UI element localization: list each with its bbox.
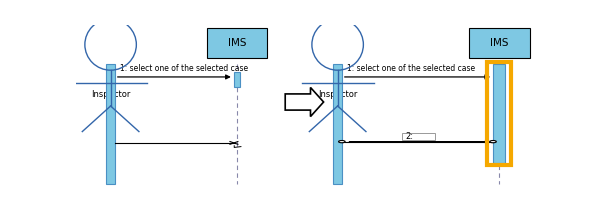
- Text: Inspector: Inspector: [91, 90, 130, 99]
- Bar: [106, 64, 115, 184]
- Text: 1: select one of the selected case: 1: select one of the selected case: [120, 64, 248, 73]
- Bar: [487, 62, 511, 165]
- Circle shape: [339, 140, 345, 143]
- Polygon shape: [285, 87, 324, 117]
- Text: IMS: IMS: [228, 38, 246, 48]
- Text: 1: select one of the selected case: 1: select one of the selected case: [347, 64, 475, 73]
- Bar: [402, 133, 435, 140]
- Bar: [469, 28, 530, 58]
- Bar: [234, 72, 240, 87]
- Bar: [493, 64, 505, 163]
- Bar: [333, 64, 342, 184]
- Bar: [207, 28, 268, 58]
- Circle shape: [490, 140, 496, 143]
- Text: 2:: 2:: [406, 132, 414, 141]
- Text: IMS: IMS: [490, 38, 509, 48]
- Text: Inspector: Inspector: [318, 90, 358, 99]
